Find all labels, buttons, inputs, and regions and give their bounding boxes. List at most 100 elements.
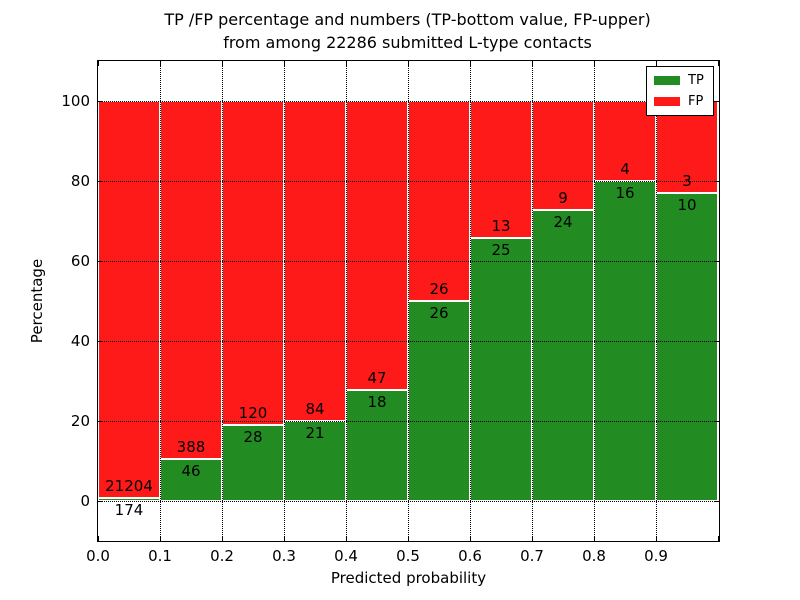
annotation-tp-count: 28	[243, 428, 263, 447]
bar-segment-fp	[222, 101, 284, 426]
annotation-fp-count: 3	[682, 172, 692, 191]
gridline-x	[532, 61, 533, 541]
y-tick-mark	[98, 421, 103, 422]
y-tick-mark	[714, 341, 719, 342]
gridline-x	[656, 61, 657, 541]
x-tick-mark	[284, 61, 285, 66]
x-tick-label: 0.9	[644, 547, 668, 565]
x-tick-mark	[222, 61, 223, 66]
annotation-tp-count: 10	[677, 196, 697, 215]
x-tick-mark	[470, 536, 471, 541]
x-axis-label: Predicted probability	[330, 569, 487, 587]
x-tick-mark	[408, 61, 409, 66]
y-tick-label: 60	[70, 252, 90, 270]
gridline-x	[408, 61, 409, 541]
x-tick-mark	[160, 536, 161, 541]
y-axis-label-wrap: Percentage	[26, 61, 48, 541]
x-tick-mark	[346, 61, 347, 66]
x-tick-mark	[656, 536, 657, 541]
annotation-fp-count: 388	[176, 437, 206, 456]
bar-segment-fp	[470, 101, 532, 238]
x-tick-mark	[718, 61, 719, 66]
y-tick-label: 0	[80, 492, 90, 510]
bar-segment-fp	[98, 101, 160, 498]
x-tick-mark	[594, 61, 595, 66]
y-tick-mark	[98, 501, 103, 502]
annotation-fp-count: 13	[491, 216, 511, 235]
annotation-fp-count: 47	[367, 369, 387, 388]
gridline-x	[222, 61, 223, 541]
y-tick-mark	[98, 261, 103, 262]
x-tick-label: 0.0	[86, 547, 110, 565]
x-tick-mark	[656, 61, 657, 66]
x-tick-mark	[222, 536, 223, 541]
y-tick-mark	[714, 101, 719, 102]
x-tick-mark	[594, 536, 595, 541]
annotation-fp-count: 9	[558, 189, 568, 208]
bar-segment-tp	[656, 193, 718, 501]
annotation-tp-count: 46	[181, 461, 201, 480]
legend-label-fp: FP	[688, 94, 704, 109]
gridline-x	[346, 61, 347, 541]
gridline-x	[284, 61, 285, 541]
legend: TP FP	[646, 66, 714, 116]
legend-label-tp: TP	[688, 73, 704, 88]
annotation-tp-count: 24	[553, 213, 573, 232]
x-tick-mark	[470, 61, 471, 66]
x-tick-label: 0.7	[520, 547, 544, 565]
x-tick-mark	[284, 536, 285, 541]
bar-segment-tp	[532, 210, 594, 501]
annotation-tp-count: 21	[305, 424, 325, 442]
y-tick-label: 40	[70, 332, 90, 350]
legend-swatch-tp	[654, 76, 680, 85]
bar-segment-fp	[532, 101, 594, 211]
annotation-tp-count: 174	[114, 500, 144, 519]
bar-segment-fp	[346, 101, 408, 391]
bar-segment-tp	[160, 458, 222, 501]
annotation-tp-count: 16	[615, 184, 635, 202]
x-tick-mark	[346, 536, 347, 541]
annotation-tp-count: 18	[367, 393, 387, 412]
x-tick-mark	[98, 61, 99, 66]
y-tick-label: 80	[70, 172, 90, 190]
annotation-tp-count: 25	[491, 240, 511, 259]
chart-title: TP /FP percentage and numbers (TP-bottom…	[97, 8, 718, 54]
annotation-fp-count: 21204	[105, 476, 153, 495]
y-tick-label: 20	[70, 412, 90, 430]
x-tick-label: 0.1	[148, 547, 172, 565]
bar-segment-fp	[408, 101, 470, 301]
x-tick-mark	[408, 536, 409, 541]
annotation-fp-count: 26	[429, 280, 449, 298]
y-tick-mark	[714, 261, 719, 262]
y-tick-mark	[714, 181, 719, 182]
gridline-x	[160, 61, 161, 541]
x-tick-label: 0.5	[396, 547, 420, 565]
gridline-x	[470, 61, 471, 541]
y-tick-label: 100	[61, 92, 90, 110]
x-tick-mark	[532, 536, 533, 541]
y-tick-mark	[98, 101, 103, 102]
x-tick-label: 0.3	[272, 547, 296, 565]
gridline-x	[594, 61, 595, 541]
x-tick-label: 0.6	[458, 547, 482, 565]
y-tick-mark	[714, 421, 719, 422]
x-tick-mark	[532, 61, 533, 66]
bar-segment-tp	[408, 301, 470, 501]
annotation-fp-count: 84	[305, 400, 325, 418]
x-tick-mark	[160, 61, 161, 66]
bar-segment-tp	[470, 237, 532, 501]
x-tick-label: 0.8	[582, 547, 606, 565]
plot-area: Percentage Predicted probability TP FP 2…	[28, 60, 720, 587]
x-tick-label: 0.2	[210, 547, 234, 565]
x-tick-mark	[98, 536, 99, 541]
annotation-fp-count: 120	[238, 404, 268, 423]
chart-title-line2: from among 22286 submitted L-type contac…	[223, 33, 592, 52]
legend-item-tp: TP	[654, 74, 706, 87]
chart-title-line1: TP /FP percentage and numbers (TP-bottom…	[164, 10, 651, 29]
bar-segment-tp	[98, 497, 160, 501]
y-tick-mark	[98, 181, 103, 182]
x-tick-label: 0.4	[334, 547, 358, 565]
y-tick-mark	[714, 501, 719, 502]
annotation-fp-count: 4	[620, 160, 630, 178]
